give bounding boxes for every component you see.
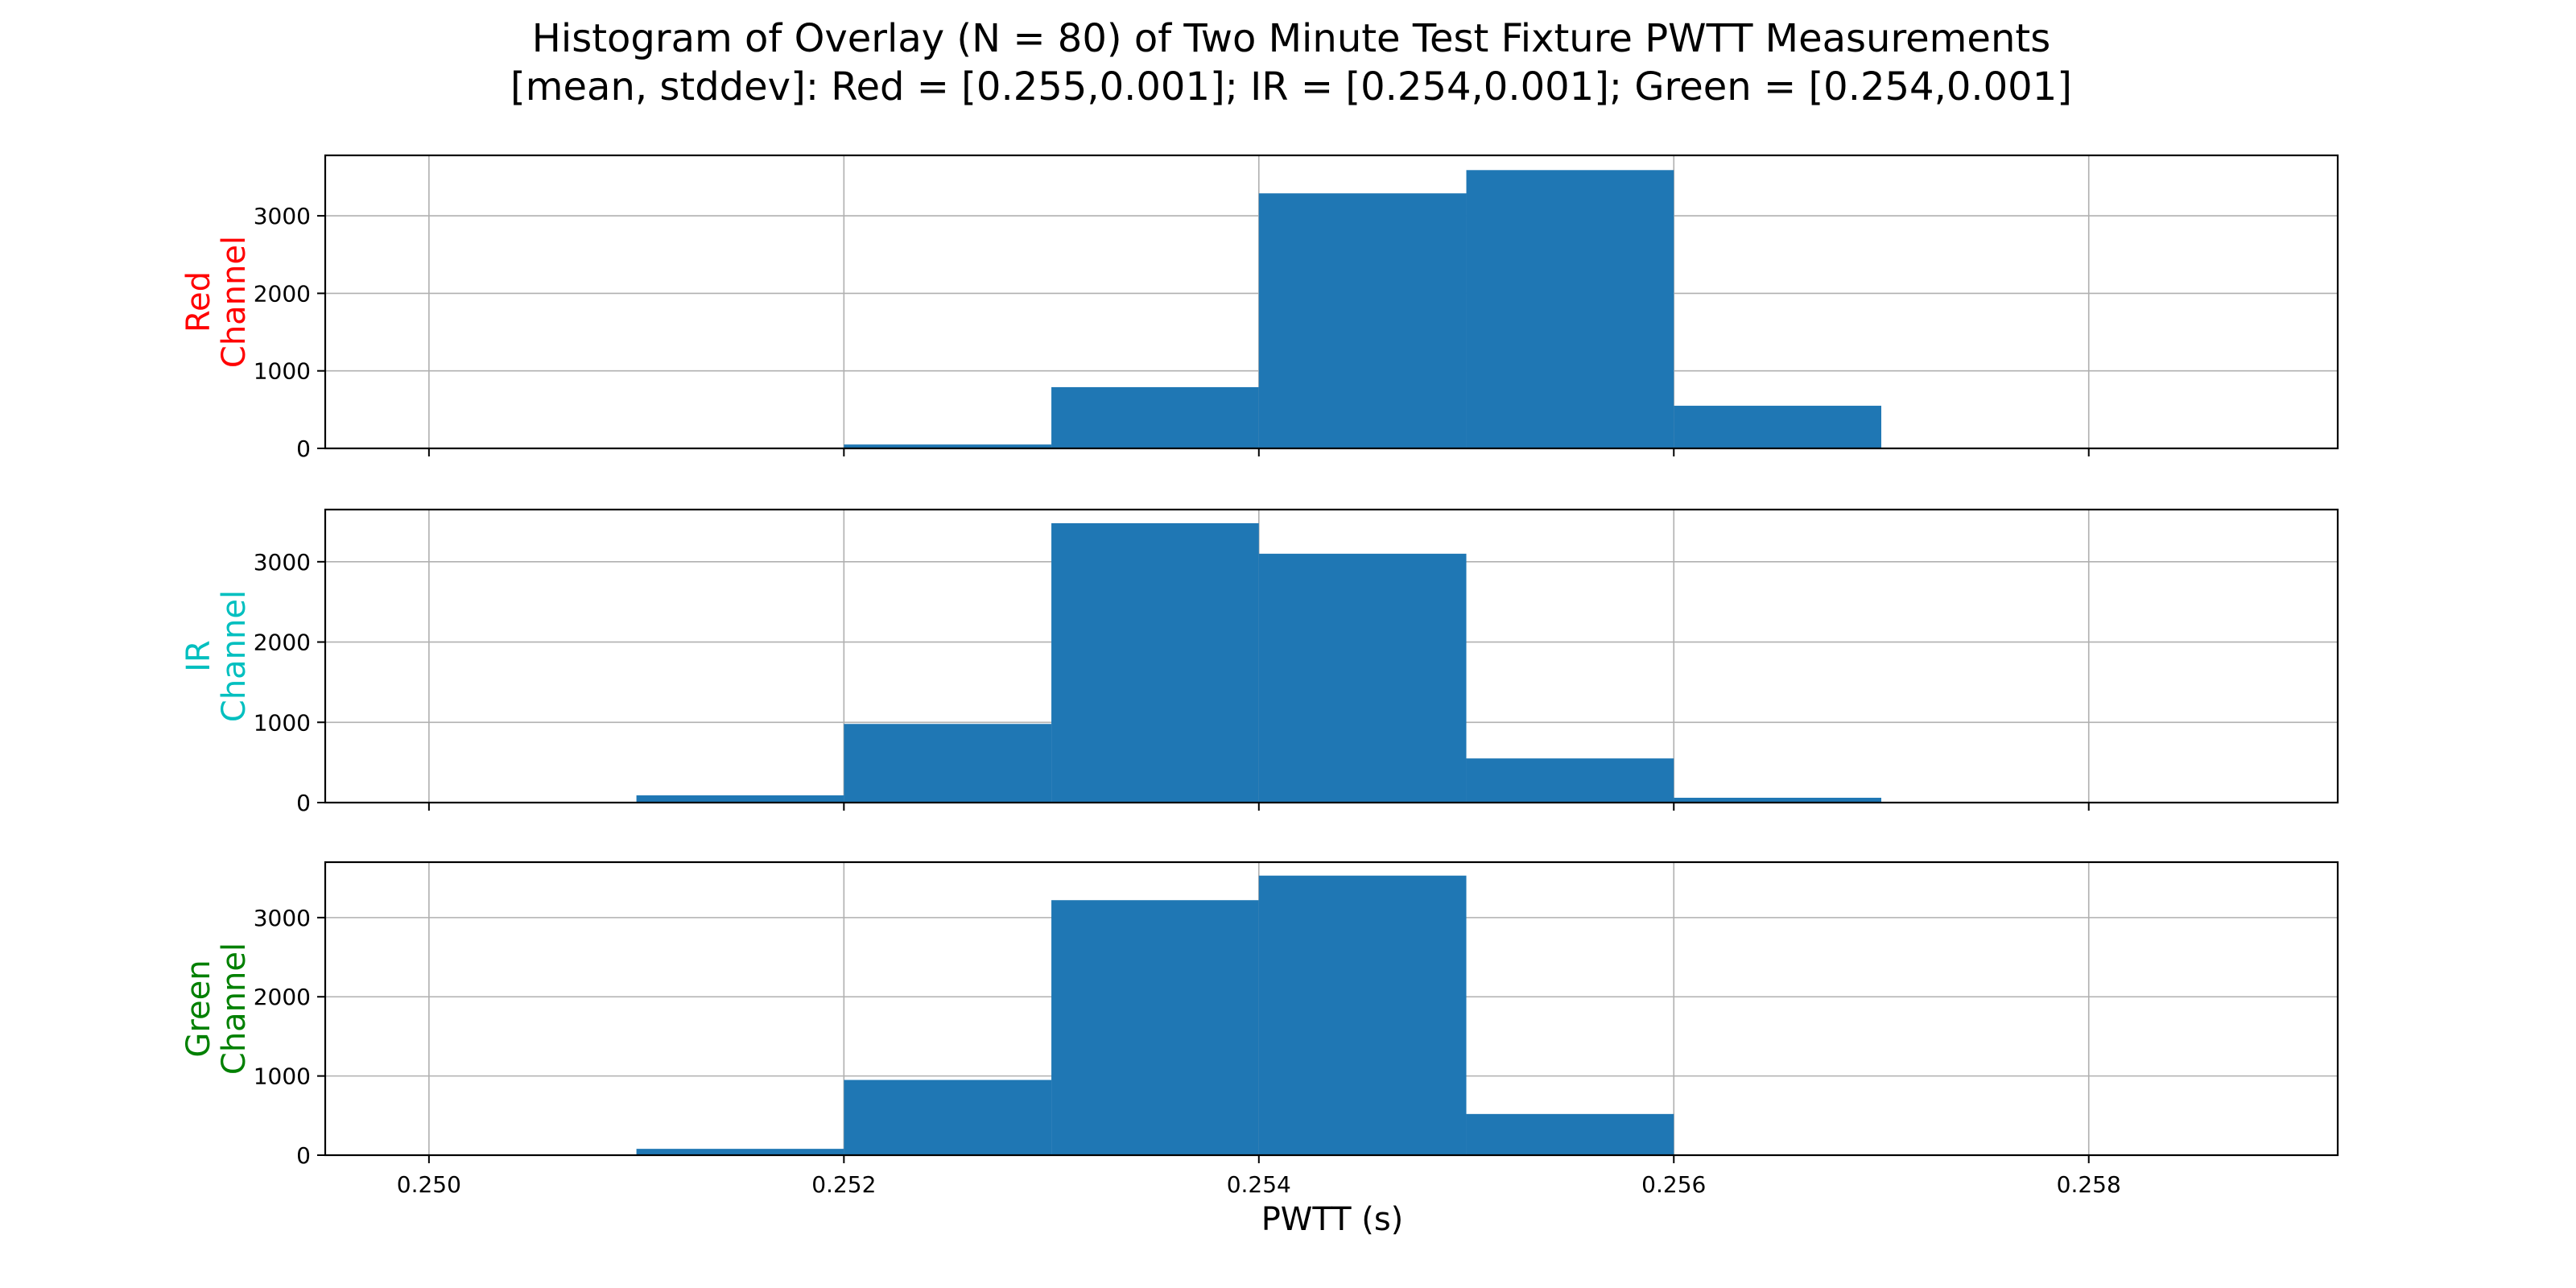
y-axis-label-line: Channel bbox=[216, 943, 253, 1075]
y-axis-label-line: Green bbox=[180, 960, 217, 1057]
axes-frame bbox=[324, 508, 2339, 804]
y-tick-label: 2000 bbox=[254, 280, 311, 307]
histogram-bar bbox=[844, 444, 1052, 448]
histogram-bar bbox=[1674, 406, 1881, 448]
histogram-panels: 0100020003000RedChannel0100020003000IRCh… bbox=[180, 154, 2339, 1198]
y-tick-label: 1000 bbox=[254, 358, 311, 385]
figure-title-line1: Histogram of Overlay (N = 80) of Two Min… bbox=[532, 16, 2050, 61]
histogram-bar bbox=[1466, 758, 1674, 803]
y-axis-label: RedChannel bbox=[180, 236, 253, 368]
histogram-bar bbox=[636, 795, 844, 803]
histogram-bar bbox=[1258, 193, 1467, 448]
axes-frame bbox=[324, 154, 2339, 450]
histogram-bar bbox=[1466, 170, 1674, 448]
y-tick-label: 0 bbox=[296, 436, 311, 462]
histogram-bar bbox=[1051, 900, 1259, 1155]
x-tick-label: 0.254 bbox=[1227, 1171, 1291, 1198]
x-tick-label: 0.258 bbox=[2057, 1171, 2121, 1198]
y-axis-label-line: Channel bbox=[216, 590, 253, 722]
x-tick-label: 0.252 bbox=[811, 1171, 876, 1198]
y-tick-label: 3000 bbox=[254, 203, 311, 229]
histogram-bar bbox=[636, 1149, 844, 1155]
y-axis-label: GreenChannel bbox=[180, 943, 253, 1075]
axes-frame bbox=[324, 861, 2339, 1157]
x-tick-label: 0.256 bbox=[1641, 1171, 1706, 1198]
histogram-bar bbox=[1051, 522, 1259, 803]
histogram-bar bbox=[1051, 386, 1259, 448]
y-tick-label: 1000 bbox=[254, 1063, 311, 1090]
y-axis-label-line: IR bbox=[180, 640, 217, 672]
histogram-bar bbox=[1674, 798, 1881, 803]
y-axis-label-line: Channel bbox=[216, 236, 253, 368]
histogram-bar bbox=[844, 724, 1052, 803]
x-tick-label: 0.250 bbox=[397, 1171, 461, 1198]
y-tick-label: 2000 bbox=[254, 630, 311, 656]
y-axis-label-line: Red bbox=[180, 271, 217, 332]
y-tick-label: 2000 bbox=[254, 984, 311, 1010]
y-tick-label: 0 bbox=[296, 1142, 311, 1169]
y-tick-label: 1000 bbox=[254, 709, 311, 736]
y-axis-label: IRChannel bbox=[180, 590, 253, 722]
histogram-bar bbox=[1258, 553, 1467, 803]
histogram-bar bbox=[844, 1080, 1052, 1155]
y-tick-label: 3000 bbox=[254, 905, 311, 931]
histogram-bar bbox=[1466, 1113, 1674, 1155]
panel-2: 0 1000 2000 3000 0.250 0.252 0.254 0.256 0.258 Gr… bbox=[180, 861, 2339, 1198]
x-axis-label: PWTT (s) bbox=[1261, 1201, 1404, 1238]
y-tick-label: 3000 bbox=[254, 549, 311, 576]
histogram-bar bbox=[1258, 875, 1467, 1155]
y-tick-label: 0 bbox=[296, 790, 311, 816]
figure-title-line2: [mean, stddev]: Red = [0.255,0.001]; IR … bbox=[510, 64, 2072, 109]
